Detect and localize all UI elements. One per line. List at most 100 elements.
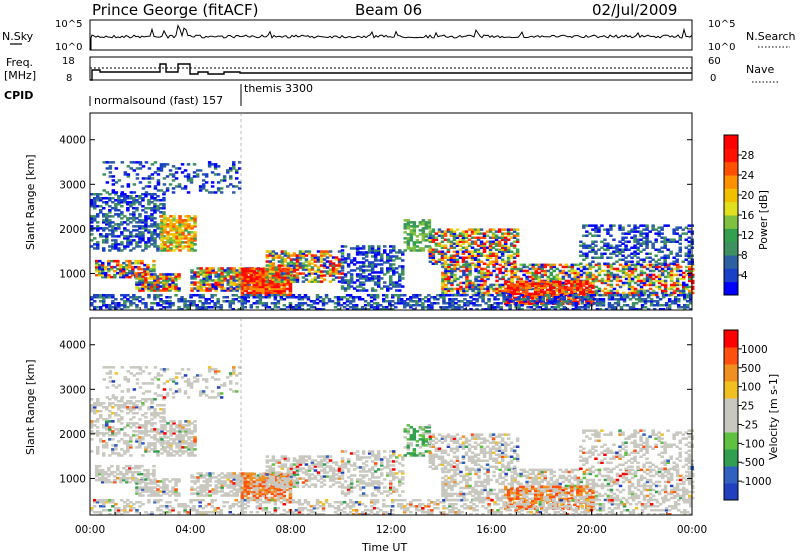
power-cell <box>211 279 215 282</box>
date-title: 02/Jul/2009 <box>592 1 677 19</box>
power-cell <box>308 250 312 253</box>
power-cell <box>454 302 458 305</box>
power-cell <box>495 284 499 287</box>
power-cell <box>636 239 640 242</box>
power-cell <box>190 217 194 220</box>
power-colorbar-label-tick: 4 <box>741 270 748 282</box>
power-cell <box>227 287 231 290</box>
power-cell <box>269 270 273 273</box>
power-cell <box>96 241 100 244</box>
power-cell <box>159 207 163 210</box>
power-cell <box>320 280 324 283</box>
power-cell <box>208 191 212 194</box>
power-colorbar-label-tick: 28 <box>741 150 754 162</box>
power-cell <box>601 278 605 281</box>
power-cell <box>172 215 176 218</box>
power-cell <box>412 304 416 307</box>
power-cell <box>492 261 496 264</box>
power-cell <box>419 221 423 224</box>
power-cell <box>456 241 460 244</box>
power-cell <box>610 280 614 283</box>
power-cell <box>628 292 632 295</box>
power-cell <box>679 274 683 277</box>
power-cell <box>362 287 366 290</box>
power-cell <box>383 273 387 276</box>
power-cell <box>404 223 408 226</box>
velocity-cell <box>102 406 106 409</box>
velocity-cell <box>96 430 100 433</box>
power-cell <box>307 304 311 307</box>
power-cell <box>600 247 604 250</box>
power-cell <box>609 235 613 238</box>
power-cell <box>633 235 637 238</box>
power-cell <box>635 294 639 297</box>
power-cell <box>418 294 422 297</box>
power-cell <box>438 228 442 231</box>
power-cell <box>162 273 166 276</box>
power-cell <box>638 296 642 299</box>
power-cell <box>317 280 321 283</box>
power-cell <box>119 264 123 267</box>
power-cell <box>498 257 502 260</box>
power-cell <box>483 243 487 246</box>
power-cell <box>630 228 634 231</box>
power-cell <box>220 191 224 194</box>
power-cell <box>477 264 481 267</box>
power-cell <box>147 229 151 232</box>
power-cell <box>610 284 614 287</box>
power-cell <box>430 302 434 305</box>
power-cell <box>217 165 221 168</box>
power-cell <box>126 217 130 220</box>
power-cell <box>205 181 209 184</box>
power-cell <box>144 273 148 276</box>
power-cell <box>688 245 692 248</box>
power-cell <box>660 232 664 235</box>
cpid-entry-0: normalsound (fast) 157 <box>94 94 223 107</box>
power-cell <box>622 282 626 285</box>
power-cell <box>616 274 620 277</box>
power-cell <box>364 300 368 303</box>
power-cell <box>95 260 99 263</box>
power-cell <box>217 181 221 184</box>
power-cell <box>625 282 629 285</box>
power-cell <box>174 273 178 276</box>
power-cell <box>201 302 205 305</box>
power-cell <box>359 251 363 254</box>
velocity-cell <box>102 452 106 455</box>
power-cell <box>223 269 227 272</box>
velocity-cell <box>116 465 120 468</box>
power-cell <box>578 296 582 299</box>
power-cell <box>614 298 618 301</box>
velocity-cell <box>99 410 103 413</box>
power-cell <box>129 296 133 299</box>
velocity-cell <box>141 454 145 457</box>
velocity-cell <box>120 416 124 419</box>
power-cell <box>398 283 402 286</box>
power-cell <box>250 286 254 289</box>
power-cell <box>585 230 589 233</box>
power-cell <box>397 294 401 297</box>
power-cell <box>677 304 681 307</box>
power-cell <box>145 185 149 188</box>
velocity-cell <box>147 398 151 401</box>
power-cell <box>682 276 686 279</box>
power-cell <box>159 289 163 292</box>
velocity-cell <box>101 469 105 472</box>
velocity-cell <box>144 416 148 419</box>
power-cell <box>636 261 640 264</box>
power-cell <box>637 284 641 287</box>
power-cell <box>190 231 194 234</box>
power-cell <box>135 229 139 232</box>
power-cell <box>250 292 254 295</box>
power-cell <box>156 199 160 202</box>
power-cell <box>591 291 595 294</box>
power-cell <box>386 253 390 256</box>
power-cell <box>435 249 439 252</box>
power-cell <box>205 173 209 176</box>
power-cell <box>526 306 530 309</box>
power-cell <box>138 195 142 198</box>
power-cell <box>591 228 595 231</box>
power-cell <box>598 288 602 291</box>
velocity-cell <box>111 420 115 423</box>
